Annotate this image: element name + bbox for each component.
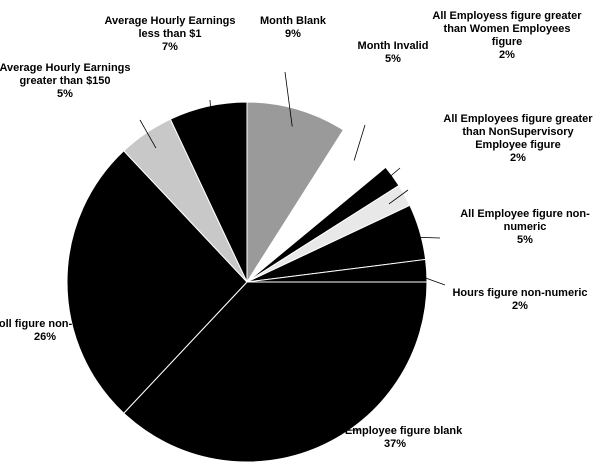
slice-label: Month Blank 9% — [218, 15, 368, 41]
pie-slice — [66, 150, 248, 414]
slice-label: All Employess figure greater than Women … — [432, 10, 582, 62]
slice-name: Payroll figure non-numeric — [0, 318, 115, 330]
slice-label: Hours figure non-numeric 2% — [445, 287, 595, 313]
slice-name: Month Blank — [260, 15, 326, 27]
leader-line — [377, 167, 401, 188]
slice-value: 26% — [33, 331, 57, 343]
slice-value: 37% — [383, 438, 407, 450]
leader-line — [84, 281, 91, 313]
leader-line — [388, 189, 409, 205]
leader-line — [311, 429, 361, 432]
slice-value: 9% — [285, 28, 301, 40]
leader-line — [284, 71, 293, 127]
pie-slice — [169, 101, 248, 283]
slice-value: 2% — [512, 300, 528, 312]
leader-line — [408, 271, 446, 286]
leader-line — [353, 124, 366, 161]
slice-name: Average Hourly Earnings less than $1 — [104, 15, 236, 40]
slice-value: 2% — [499, 49, 515, 61]
leader-line — [139, 119, 157, 149]
slice-label: All Employee figure non-numeric 5% — [450, 208, 600, 247]
leader-line — [209, 99, 213, 124]
slice-name: All Employess figure greater than Women … — [432, 10, 582, 48]
slice-value: 7% — [162, 41, 178, 53]
slice-value: 5% — [57, 88, 73, 100]
slice-label: Average Hourly Earnings greater than $15… — [0, 62, 140, 101]
slice-label: All Employee figure blank 37% — [320, 425, 470, 451]
leader-line — [402, 236, 441, 239]
slice-name: Month Invalid — [357, 40, 429, 52]
slice-name: All Employees figure greater than NonSup… — [443, 113, 593, 151]
slice-label: All Employees figure greater than NonSup… — [443, 113, 593, 165]
slice-name: All Employee figure non-numeric — [460, 208, 590, 233]
slice-name: Average Hourly Earnings greater than $15… — [0, 62, 131, 87]
slice-name: All Employee figure blank — [327, 425, 463, 437]
slice-value: 5% — [517, 234, 533, 246]
slice-name: Hours figure non-numeric — [452, 287, 588, 299]
pie-slice — [246, 101, 345, 284]
slice-label: Month Invalid 5% — [318, 40, 468, 66]
pie-slice — [123, 281, 428, 463]
slice-value: 5% — [385, 53, 401, 65]
slice-label: Average Hourly Earnings less than $1 7% — [95, 15, 245, 54]
slice-value: 2% — [510, 152, 526, 164]
